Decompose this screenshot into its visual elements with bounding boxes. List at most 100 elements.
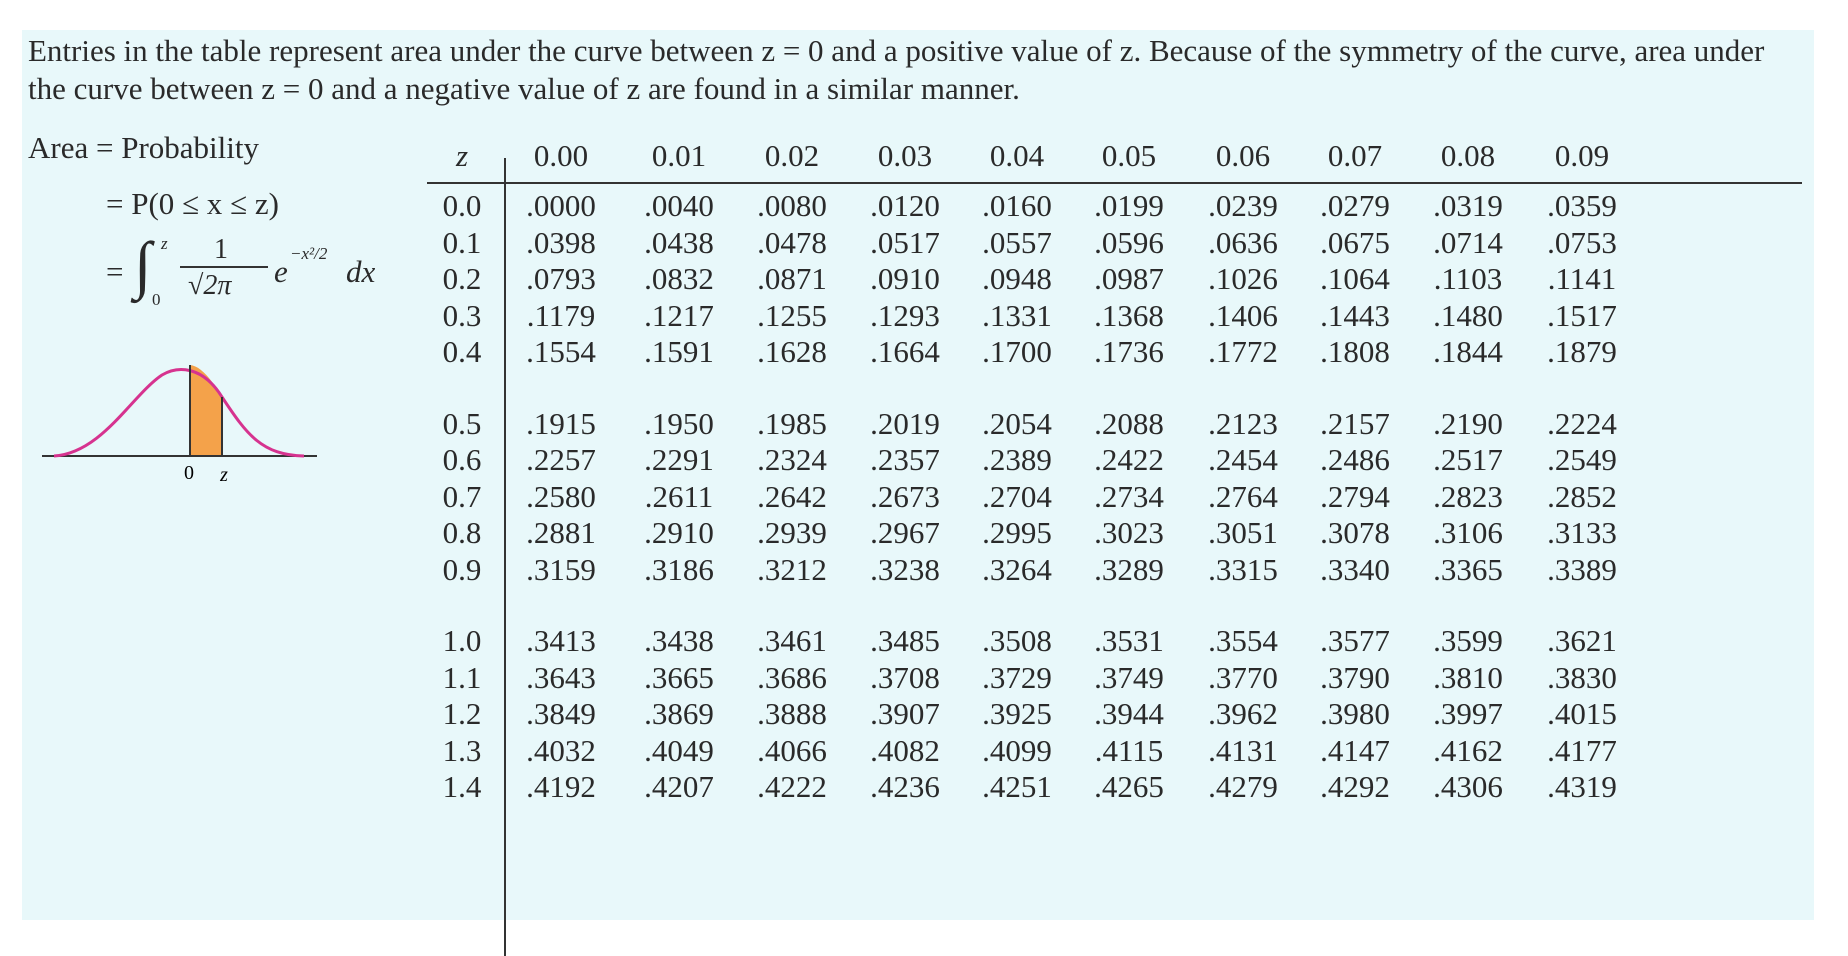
- table-cell: .0398: [526, 224, 596, 260]
- table-cell: .3365: [1433, 551, 1503, 587]
- table-cell: .3962: [1208, 696, 1278, 731]
- bell-curve: [53, 368, 305, 458]
- table-cell: .3830: [1547, 659, 1617, 695]
- table-cell: .0160: [982, 188, 1052, 223]
- row-z-label: 1.4: [442, 769, 482, 804]
- table-cell: .3749: [1094, 659, 1164, 695]
- table-cell: .1368: [1094, 297, 1164, 333]
- table-cell: .2881: [526, 515, 596, 550]
- table-cell: .0438: [644, 224, 714, 260]
- table-cell: .3729: [982, 659, 1052, 695]
- table-cell: .1141: [1547, 261, 1617, 296]
- column-header: 0.00: [533, 138, 589, 173]
- table-cell: .3907: [870, 696, 940, 731]
- table-cell: .1808: [1320, 334, 1390, 369]
- table-cell: .3212: [757, 551, 827, 587]
- table-cell: .0910: [870, 261, 940, 296]
- table-cell: .4306: [1433, 769, 1503, 804]
- table-cell: .0557: [982, 224, 1052, 260]
- table-cell: .2257: [526, 442, 596, 477]
- table-cell: .3980: [1320, 696, 1390, 731]
- fraction-denominator: √2π: [188, 270, 232, 301]
- formula-line-1: Area = Probability: [28, 130, 259, 165]
- header-rule: [427, 182, 1802, 184]
- table-cell: .1480: [1433, 297, 1503, 333]
- table-cell: .1217: [644, 297, 714, 333]
- column-header: 0.06: [1215, 138, 1271, 173]
- table-cell: .2224: [1547, 405, 1617, 441]
- table-cell: .4099: [982, 732, 1052, 768]
- formula-eq-sign: =: [106, 254, 124, 289]
- row-z-label: 0.5: [442, 405, 482, 441]
- table-cell: .2939: [757, 515, 827, 550]
- column-header: 0.04: [989, 138, 1045, 173]
- table-cell: .1406: [1208, 297, 1278, 333]
- table-cell: .4236: [870, 769, 940, 804]
- table-cell: .3264: [982, 551, 1052, 587]
- table-cell: .3810: [1433, 659, 1503, 695]
- table-cell: .1293: [870, 297, 940, 333]
- column-header: 0.01: [651, 138, 707, 173]
- table-cell: .3665: [644, 659, 714, 695]
- table-cell: .1179: [526, 297, 596, 333]
- table-cell: .3508: [982, 623, 1052, 658]
- table-cell: .3770: [1208, 659, 1278, 695]
- table-cell: .3485: [870, 623, 940, 658]
- row-z-label: 0.8: [442, 515, 482, 550]
- table-cell: .3133: [1547, 515, 1617, 550]
- table-cell: .4177: [1547, 732, 1617, 768]
- table-cell: .1772: [1208, 334, 1278, 369]
- table-cell: .0040: [644, 188, 714, 223]
- z-column-rule: [504, 158, 506, 956]
- table-cell: .3159: [526, 551, 596, 587]
- table-cell: .3461: [757, 623, 827, 658]
- table-cell: .3790: [1320, 659, 1390, 695]
- row-z-label: 1.1: [442, 659, 482, 695]
- table-cell: .4066: [757, 732, 827, 768]
- table-cell: .0080: [757, 188, 827, 223]
- table-cell: .0987: [1094, 261, 1164, 296]
- row-z-label: 0.6: [442, 442, 482, 477]
- table-cell: .4292: [1320, 769, 1390, 804]
- table-cell: .2486: [1320, 442, 1390, 477]
- table-cell: .1064: [1320, 261, 1390, 296]
- table-cell: .4207: [644, 769, 714, 804]
- table-cell: .2422: [1094, 442, 1164, 477]
- table-cell: .1700: [982, 334, 1052, 369]
- table-cell: .4032: [526, 732, 596, 768]
- table-cell: .2054: [982, 405, 1052, 441]
- table-cell: .0239: [1208, 188, 1278, 223]
- table-cell: .2088: [1094, 405, 1164, 441]
- integral-upper-limit: z: [161, 234, 168, 253]
- table-cell: .3621: [1547, 623, 1617, 658]
- table-cell: .2910: [644, 515, 714, 550]
- formula-line-2: = P(0 ≤ x ≤ z): [106, 186, 279, 221]
- table-cell: .3051: [1208, 515, 1278, 550]
- table-cell: .0000: [526, 188, 596, 223]
- table-cell: .1443: [1320, 297, 1390, 333]
- table-cell: .1517: [1547, 297, 1617, 333]
- table-cell: .1985: [757, 405, 827, 441]
- intro-text: Entries in the table represent area unde…: [28, 33, 1765, 106]
- table-cell: .2454: [1208, 442, 1278, 477]
- column-header: 0.07: [1327, 138, 1383, 173]
- row-z-label: 0.4: [442, 334, 482, 369]
- table-cell: .0120: [870, 188, 940, 223]
- row-z-label: 0.2: [442, 261, 482, 296]
- table-cell: .1628: [757, 334, 827, 369]
- table-cell: .3888: [757, 696, 827, 731]
- table-cell: .3869: [644, 696, 714, 731]
- differential: dx: [346, 254, 376, 289]
- table-cell: .0359: [1547, 188, 1617, 223]
- table-cell: .2642: [757, 478, 827, 514]
- table-cell: .2823: [1433, 478, 1503, 514]
- table-cell: .1844: [1433, 334, 1503, 369]
- table-cell: .1879: [1547, 334, 1617, 369]
- table-cell: .2190: [1433, 405, 1503, 441]
- table-cell: .2734: [1094, 478, 1164, 514]
- table-cell: .0517: [870, 224, 940, 260]
- table-cell: .1255: [757, 297, 827, 333]
- table-cell: .3238: [870, 551, 940, 587]
- table-cell: .2995: [982, 515, 1052, 550]
- table-cell: .2852: [1547, 478, 1617, 514]
